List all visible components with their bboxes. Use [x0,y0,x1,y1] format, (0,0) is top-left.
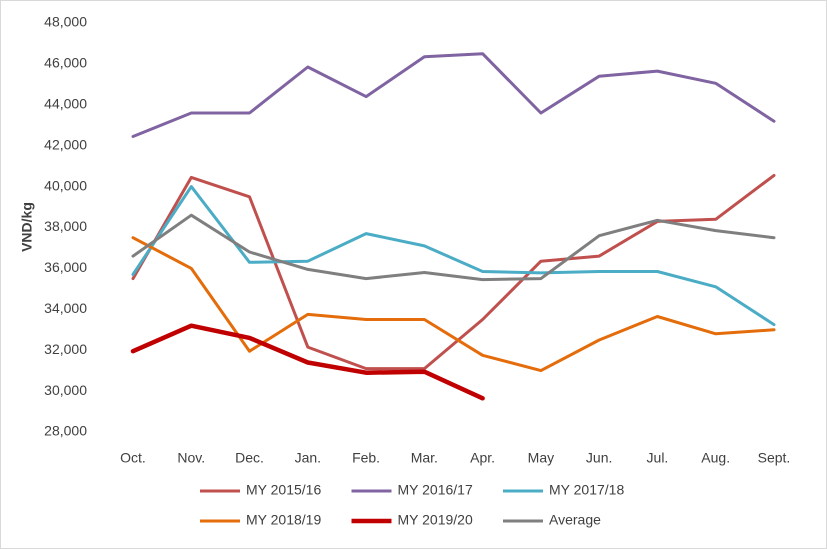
x-tick-label: May [528,450,554,466]
legend-label: MY 2017/18 [549,482,624,498]
legend-label: MY 2018/19 [246,512,321,528]
x-tick-label: Mar. [411,450,438,466]
y-tick-label: 46,000 [44,55,87,71]
y-tick-label: 34,000 [44,300,87,316]
series-line [131,185,776,327]
x-tick-label: Oct. [120,450,146,466]
x-tick-label: Jun. [586,450,612,466]
legend-label: MY 2016/17 [398,482,473,498]
y-tick-label: 40,000 [44,177,87,193]
x-tick-label: Nov. [177,450,205,466]
series-line [130,323,485,401]
y-tick-label: 28,000 [44,423,87,439]
y-axis-label: VND/kg [19,202,35,252]
y-tick-label: 48,000 [44,14,87,30]
y-tick-label: 42,000 [44,136,87,152]
y-tick-label: 36,000 [44,259,87,275]
legend-label: Average [549,512,601,528]
y-tick-label: 44,000 [44,96,87,112]
legend-label: MY 2019/20 [398,512,473,528]
y-tick-label: 32,000 [44,341,87,357]
x-tick-label: Jul. [647,450,669,466]
y-tick-label: 30,000 [44,382,87,398]
x-tick-label: Dec. [235,450,264,466]
x-tick-label: Feb. [352,450,380,466]
y-tick-label: 38,000 [44,218,87,234]
series-line [131,52,776,138]
series-line [131,213,776,282]
x-tick-label: Sept. [758,450,791,466]
x-tick-label: Aug. [701,450,730,466]
legend-label: MY 2015/16 [246,482,321,498]
x-tick-label: Jan. [295,450,321,466]
x-tick-label: Apr. [470,450,495,466]
